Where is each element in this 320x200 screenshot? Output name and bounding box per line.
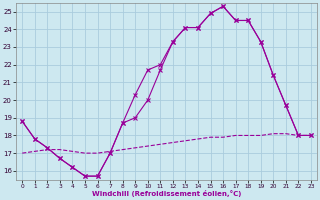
X-axis label: Windchill (Refroidissement éolien,°C): Windchill (Refroidissement éolien,°C) [92,190,241,197]
